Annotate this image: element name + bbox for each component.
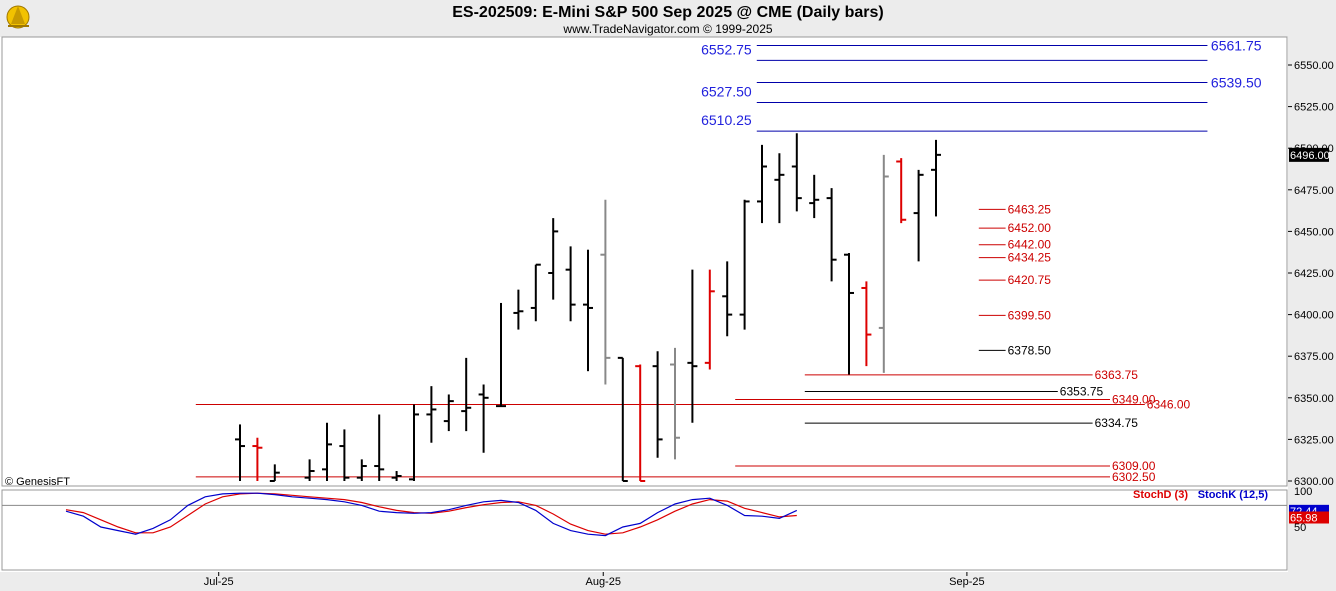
price-tick-label: 6525.00 [1294,102,1334,114]
date-tick-label: Aug-25 [585,576,620,588]
stoch-panel-frame [1,489,1288,571]
price-tick-label: 6300.00 [1294,476,1334,488]
level-label: 6399.50 [1008,308,1052,322]
level-label: 6452.00 [1008,221,1052,235]
stoch-d-line [65,492,797,535]
current-price-tag [1289,147,1329,162]
date-tick-label: Sep-25 [949,576,984,588]
current-price-label: 6496.00 [1290,150,1330,162]
stoch-k-line [65,492,798,537]
level-label: 6302.50 [1112,470,1156,484]
level-label: 6353.75 [1060,385,1104,399]
genesis-logo-icon [6,5,30,29]
price-tick-label: 6375.00 [1294,351,1334,363]
level-label: 6363.75 [1095,368,1139,382]
stoch-d-value: 65.98 [1290,512,1318,524]
price-tick-label: 6550.00 [1294,60,1334,72]
level-label: 6309.00 [1112,459,1156,473]
stoch-tick-label: 100 [1294,486,1312,498]
stoch-d-value-tag [1289,511,1329,524]
chart-subtitle: www.TradeNavigator.com © 1999-2025 [562,22,772,36]
price-tick-label: 6400.00 [1294,310,1334,322]
target-label: 6539.50 [1211,74,1262,90]
target-label: 6561.75 [1211,37,1262,53]
axes: 6300.00 6325.00 6350.00 6375.00 6400.00 6425.… [204,60,1334,588]
target-label: 6552.75 [701,41,752,57]
level-label: 6349.00 [1112,392,1156,406]
target-label: 6527.50 [701,83,752,99]
price-tick-label: 6350.00 [1294,393,1334,405]
price-axis-bar [1288,37,1336,572]
copyright-label: © GenesisFT [5,476,70,488]
price-panel-frame [1,36,1288,487]
price-tick-label: 6325.00 [1294,434,1334,446]
level-label: 6463.25 [1008,202,1052,216]
level-label: 6334.75 [1095,416,1139,430]
level-label: 6378.50 [1008,343,1052,357]
price-tick-label: 6425.00 [1294,268,1334,280]
price-panel: 6561.75 6552.75 6539.50 6527.50 6510.25 6463.… [1,36,1288,487]
price-tick-label: 6450.00 [1294,226,1334,238]
level-label: 6434.25 [1008,251,1052,265]
target-label: 6510.25 [701,112,752,128]
price-plot-area [195,44,1208,482]
stoch-plot-area [2,492,1287,537]
header-bar [0,0,1336,37]
stochastic-panel: StochD (3) StochK (12,5) [1,489,1288,571]
date-axis-bar [0,572,1336,591]
stoch-tick-label: 50 [1294,522,1306,534]
stoch-k-legend: StochK (12,5) [1198,489,1269,501]
level-label: 6442.00 [1008,238,1052,252]
chart-title: ES-202509: E-Mini S&P 500 Sep 2025 @ CME… [452,4,883,21]
level-label: 6420.75 [1008,273,1052,287]
date-tick-label: Jul-25 [204,576,234,588]
stoch-d-legend: StochD (3) [1133,489,1188,501]
level-label: 6346.00 [1147,397,1191,411]
price-tick-label: 6475.00 [1294,185,1334,197]
